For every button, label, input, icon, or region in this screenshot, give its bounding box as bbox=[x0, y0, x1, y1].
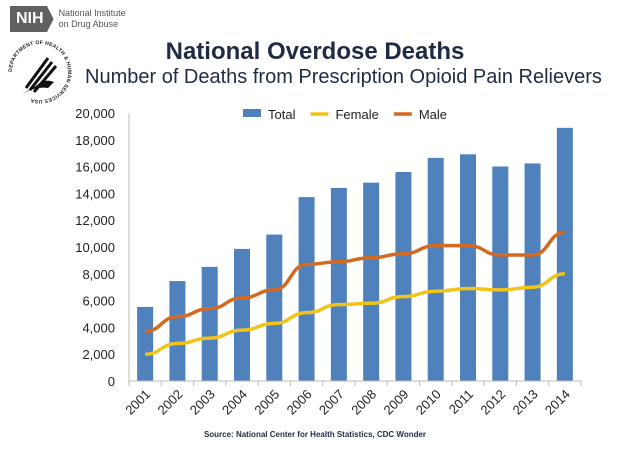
nih-name-line1: National Institute bbox=[58, 8, 126, 18]
y-tick-label: 4,000 bbox=[82, 320, 115, 335]
nih-name-line2: on Drug Abuse bbox=[58, 19, 119, 29]
y-tick-label: 2,000 bbox=[82, 347, 115, 362]
y-tick-label: 12,000 bbox=[75, 213, 115, 228]
bar-total bbox=[330, 187, 347, 381]
x-tick-label: 2009 bbox=[380, 387, 411, 418]
chart-title: National Overdose Deaths bbox=[165, 38, 465, 65]
bar-total bbox=[169, 281, 186, 381]
y-tick-label: 10,000 bbox=[75, 240, 115, 255]
bar-total bbox=[492, 166, 509, 381]
legend-label-total: Total bbox=[268, 107, 296, 122]
bar-total bbox=[363, 182, 380, 381]
y-tick-label: 14,000 bbox=[75, 186, 115, 201]
nih-badge: NIH bbox=[10, 6, 54, 32]
x-tick-label: 2014 bbox=[542, 387, 573, 418]
legend: Total Female Male bbox=[243, 107, 447, 122]
x-tick-label: 2010 bbox=[413, 387, 444, 418]
legend-label-male: Male bbox=[419, 107, 447, 122]
legend-swatch-total bbox=[243, 109, 261, 117]
x-tick-label: 2004 bbox=[219, 387, 250, 418]
x-tick-label: 2012 bbox=[477, 387, 508, 418]
y-tick-label: 6,000 bbox=[82, 294, 115, 309]
y-tick-label: 16,000 bbox=[75, 160, 115, 175]
x-tick-label: 2008 bbox=[348, 387, 379, 418]
x-tick-label: 2005 bbox=[251, 387, 282, 418]
x-tick-label: 2002 bbox=[154, 387, 185, 418]
x-tick-label: 2006 bbox=[284, 387, 315, 418]
nih-institute-name: National Institute on Drug Abuse bbox=[59, 8, 126, 30]
hhs-seal-icon: DEPARTMENT OF HEALTH & HUMAN SERVICES US… bbox=[8, 40, 72, 104]
bar-total bbox=[556, 127, 573, 381]
bar-total bbox=[524, 163, 541, 381]
line-male bbox=[144, 230, 566, 334]
line-female bbox=[145, 272, 565, 356]
y-tick-label: 0 bbox=[108, 374, 115, 389]
chart-subtitle: Number of Deaths from Prescription Opioi… bbox=[85, 66, 602, 88]
bar-total bbox=[234, 248, 250, 381]
legend-label-female: Female bbox=[335, 107, 378, 122]
nih-logo: NIH National Institute on Drug Abuse bbox=[10, 6, 126, 32]
bar-total bbox=[266, 234, 283, 381]
bar-total bbox=[137, 306, 154, 381]
y-tick-label: 18,000 bbox=[75, 133, 115, 148]
x-tick-label: 2011 bbox=[446, 387, 476, 417]
x-tick-label: 2003 bbox=[187, 387, 218, 418]
x-tick-label: 2013 bbox=[510, 387, 541, 418]
bar-total bbox=[298, 197, 315, 381]
bar-total bbox=[201, 266, 218, 381]
bar-total bbox=[427, 157, 444, 381]
x-tick-label: 2007 bbox=[316, 387, 347, 418]
bar-total bbox=[395, 172, 412, 381]
x-tick-label: 2001 bbox=[122, 387, 153, 418]
y-tick-label: 20,000 bbox=[75, 106, 115, 121]
chart-source: Source: National Center for Health Stati… bbox=[203, 430, 427, 439]
y-tick-label: 8,000 bbox=[82, 267, 115, 282]
bar-total bbox=[460, 154, 476, 381]
